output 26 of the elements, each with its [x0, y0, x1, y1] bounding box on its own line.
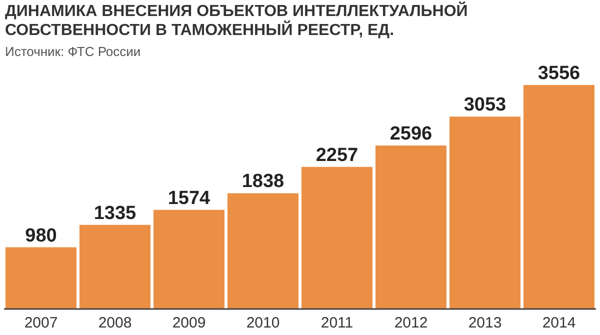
data-label: 980	[25, 225, 57, 246]
x-tick-label: 2009	[172, 314, 206, 332]
data-label: 1574	[168, 188, 211, 209]
bar	[227, 193, 298, 309]
data-label: 1335	[94, 202, 137, 224]
bar	[523, 85, 594, 309]
x-tick-label: 2010	[246, 314, 280, 332]
x-tick-label: 2011	[320, 314, 354, 332]
bar	[79, 224, 150, 309]
data-label: 3053	[464, 94, 506, 116]
x-tick-label: 2007	[24, 314, 58, 332]
data-label: 2596	[390, 123, 432, 144]
x-tick-label: 2008	[98, 314, 132, 332]
bar	[375, 145, 446, 309]
bar	[5, 247, 76, 309]
bar	[153, 210, 224, 309]
chart-title: ДИНАМИКА ВНЕСЕНИЯ ОБЪЕКТОВ ИНТЕЛЛЕКТУАЛЬНОЙ СОБСТВЕННОСТИ В ТАМОЖЕННЫЙ РЕЕСТР, ЕД.	[5, 2, 469, 40]
data-label: 1838	[242, 171, 284, 192]
x-tick-label: 2012	[394, 314, 428, 332]
data-label: 3556	[538, 63, 580, 84]
x-tick-label: 2014	[542, 314, 576, 332]
data-label: 2257	[316, 144, 358, 166]
text: Источник: ФТС России	[5, 44, 141, 59]
x-tick-label: 2013	[468, 314, 502, 332]
bar	[301, 166, 372, 309]
bar	[449, 116, 520, 309]
